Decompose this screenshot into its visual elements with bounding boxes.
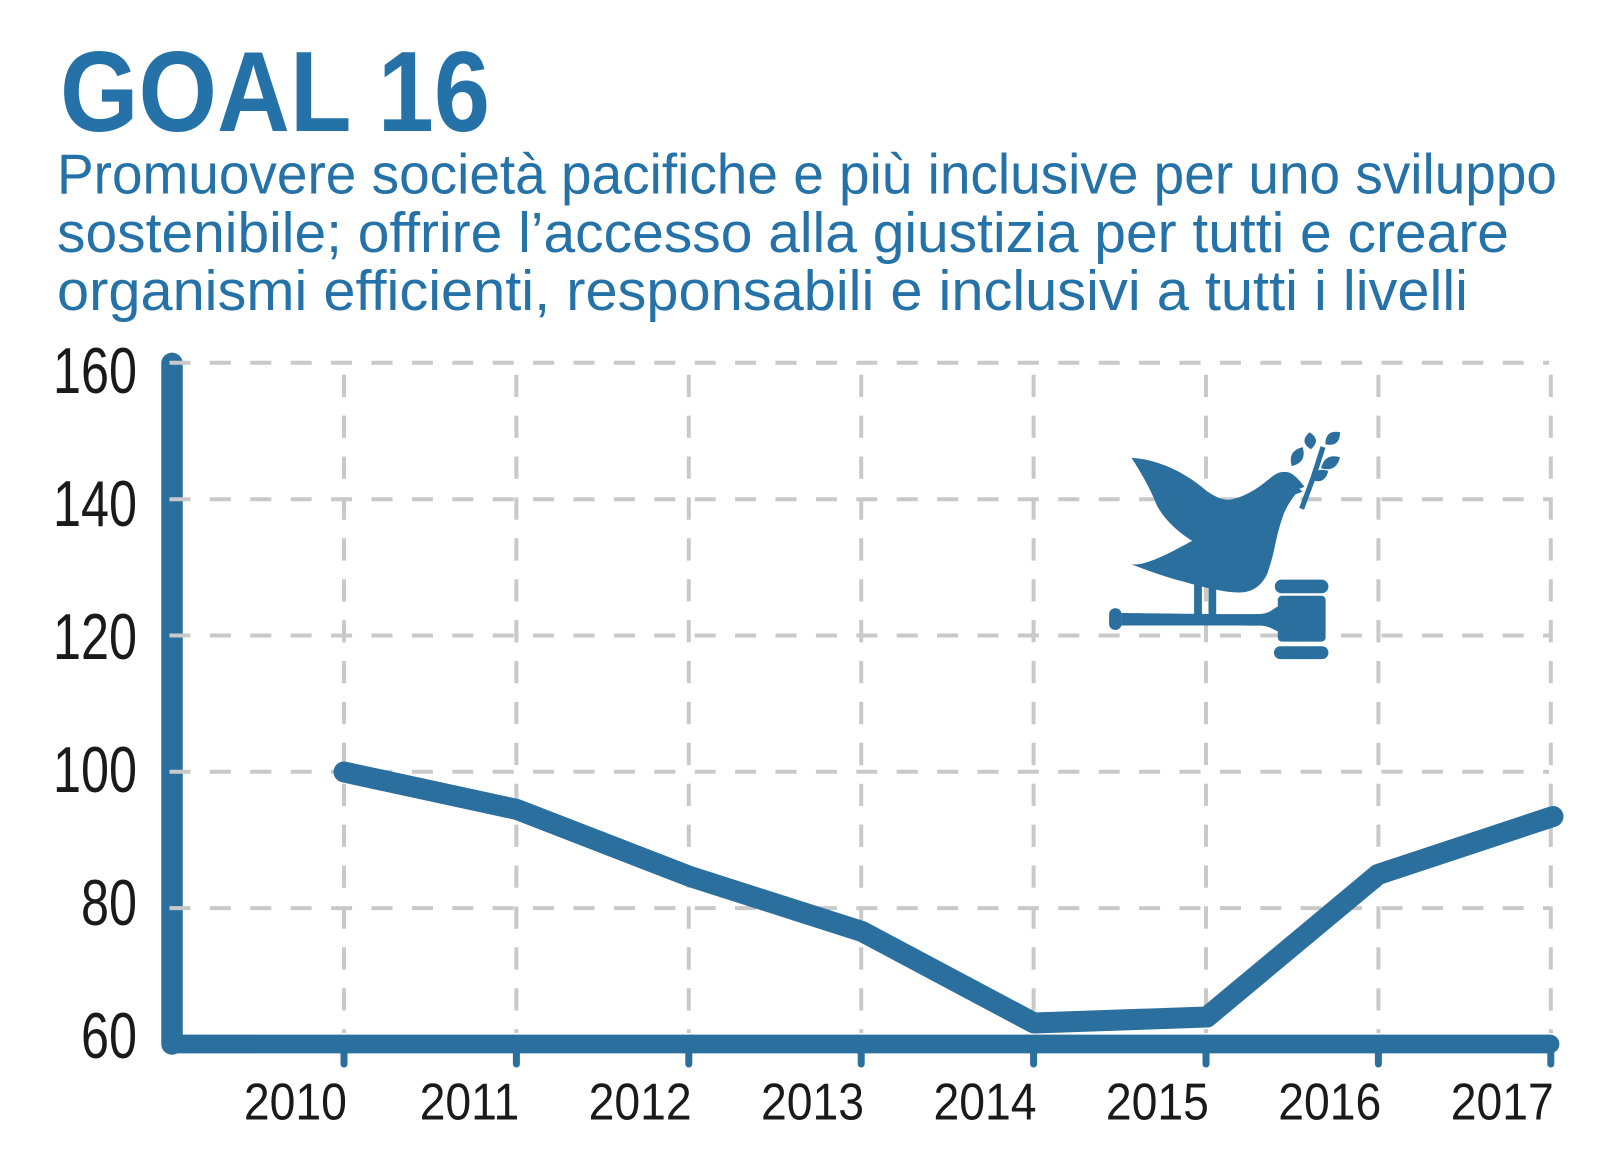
svg-text:160: 160 — [53, 335, 137, 408]
svg-text:80: 80 — [81, 867, 137, 940]
svg-text:2015: 2015 — [1106, 1073, 1209, 1131]
svg-text:GOAL 16: GOAL 16 — [60, 29, 490, 156]
svg-text:2017: 2017 — [1451, 1073, 1554, 1131]
svg-text:140: 140 — [53, 468, 137, 541]
svg-text:2014: 2014 — [934, 1073, 1037, 1131]
svg-text:2011: 2011 — [420, 1073, 520, 1131]
svg-text:organismi efficienti, responsa: organismi efficienti, responsabili e inc… — [57, 259, 1468, 322]
svg-text:sostenibile; offrire l’accesso: sostenibile; offrire l’accesso alla gius… — [57, 201, 1509, 264]
svg-text:2012: 2012 — [589, 1073, 692, 1131]
svg-text:120: 120 — [53, 601, 137, 674]
svg-text:2010: 2010 — [244, 1073, 347, 1131]
svg-text:60: 60 — [81, 1000, 137, 1073]
svg-text:2013: 2013 — [761, 1073, 864, 1131]
svg-text:2016: 2016 — [1278, 1073, 1381, 1131]
svg-text:100: 100 — [53, 734, 137, 807]
svg-text:Promuovere società pacifiche e: Promuovere società pacifiche e più inclu… — [57, 143, 1557, 206]
